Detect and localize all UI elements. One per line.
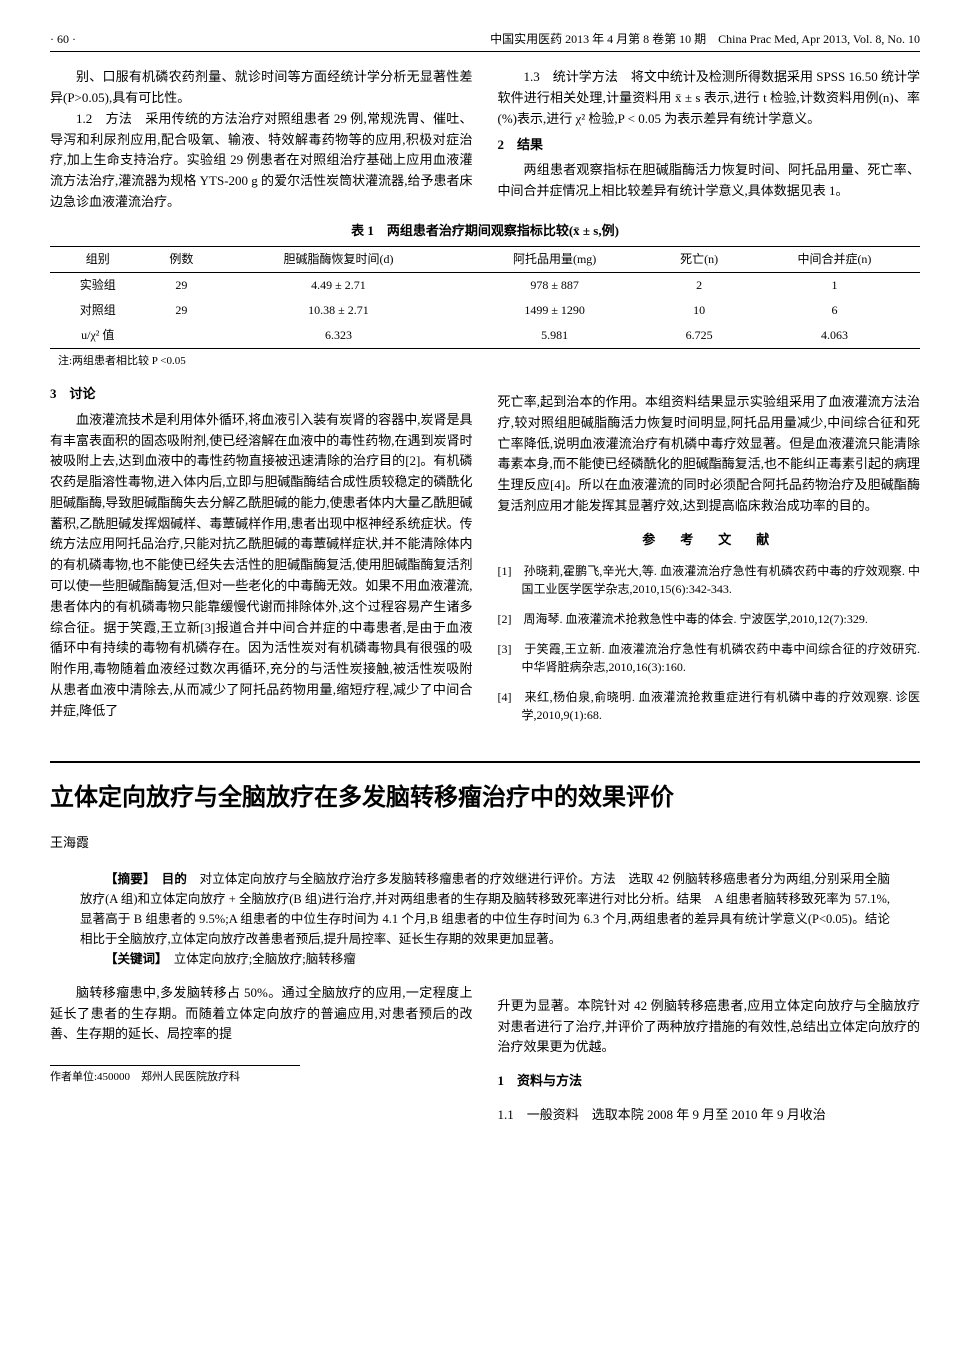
table-row: 实验组 29 4.49 ± 2.71 978 ± 887 2 1 bbox=[50, 272, 920, 298]
kw-text: 立体定向放疗;全脑放疗;脑转移瘤 bbox=[174, 952, 356, 966]
col-left: 3 讨论 血液灌流技术是利用体外循环,将血液引入装有炭肾的容器中,炭肾是具有丰富… bbox=[50, 379, 473, 737]
td: 4.49 ± 2.71 bbox=[217, 272, 460, 298]
refs-head: 参 考 文 献 bbox=[498, 530, 921, 551]
ref-item: [4] 来红,杨伯泉,俞晓明. 血液灌流抢救重症进行有机磷中毒的疗效观察. 诊医… bbox=[522, 688, 921, 724]
table1: 组别 例数 胆碱脂酶恢复时间(d) 阿托品用量(mg) 死亡(n) 中间合并症(… bbox=[50, 246, 920, 350]
a1-para: 别、口服有机磷农药剂量、就诊时间等方面经统计学分析无显著性差异(P>0.05),… bbox=[50, 67, 473, 109]
results-head: 2 结果 bbox=[498, 135, 921, 156]
article2-title: 立体定向放疗与全脑放疗在多发脑转移瘤治疗中的效果评价 bbox=[50, 781, 920, 815]
th: 组别 bbox=[50, 246, 146, 272]
a1-p13: 1.3 统计学方法 将文中统计及检测所得数据采用 SPSS 16.50 统计学软… bbox=[498, 67, 921, 129]
table-row: 对照组 29 10.38 ± 2.71 1499 ± 1290 10 6 bbox=[50, 298, 920, 323]
keywords-line: 【关键词】 立体定向放疗;全脑放疗;脑转移瘤 bbox=[80, 949, 890, 969]
discuss-head: 3 讨论 bbox=[50, 384, 473, 405]
col-right: 死亡率,起到治本的作用。本组资料结果显示实验组采用了血液灌流方法治疗,较对照组胆… bbox=[498, 379, 921, 737]
sec11: 1.1 一般资料 选取本院 2008 年 9 月至 2010 年 9 月收治 bbox=[498, 1105, 921, 1126]
col-left: 别、口服有机磷农药剂量、就诊时间等方面经统计学分析无显著性差异(P>0.05),… bbox=[50, 67, 473, 213]
abstract-text: 【摘要】 目的 对立体定向放疗与全脑放疗治疗多发脑转移瘤患者的疗效继进行评价。方… bbox=[80, 869, 890, 949]
ref-item: [3] 于笑霞,王立新. 血液灌流治疗急性有机磷农药中毒中间综合征的疗效研究. … bbox=[522, 640, 921, 676]
td: 29 bbox=[146, 272, 218, 298]
col-right: 升更为显著。本院针对 42 例脑转移癌患者,应用立体定向放疗与全脑放疗对患者进行… bbox=[498, 983, 921, 1139]
a2-body-right: 升更为显著。本院针对 42 例脑转移癌患者,应用立体定向放疗与全脑放疗对患者进行… bbox=[498, 996, 921, 1058]
td: 5.981 bbox=[460, 323, 650, 349]
td: 6.323 bbox=[217, 323, 460, 349]
article2-author: 王海霞 bbox=[50, 833, 920, 854]
ref-item: [2] 周海琴. 血液灌流术抢救急性中毒的体会. 宁波医学,2010,12(7)… bbox=[522, 610, 921, 628]
article1-upper-columns: 别、口服有机磷农药剂量、就诊时间等方面经统计学分析无显著性差异(P>0.05),… bbox=[50, 67, 920, 213]
td: 6 bbox=[749, 298, 920, 323]
kw-label: 【关键词】 bbox=[105, 952, 174, 966]
th: 阿托品用量(mg) bbox=[460, 246, 650, 272]
ref-item: [1] 孙晓莉,霍鹏飞,辛光大,等. 血液灌流治疗急性有机磷农药中毒的疗效观察.… bbox=[522, 562, 921, 598]
discuss-left: 血液灌流技术是利用体外循环,将血液引入装有炭肾的容器中,炭肾是具有丰富表面积的固… bbox=[50, 410, 473, 722]
article1-lower-columns: 3 讨论 血液灌流技术是利用体外循环,将血液引入装有炭肾的容器中,炭肾是具有丰富… bbox=[50, 379, 920, 737]
results-para: 两组患者观察指标在胆碱脂酶活力恢复时间、阿托品用量、死亡率、中间合并症情况上相比… bbox=[498, 160, 921, 202]
page-number: · 60 · bbox=[50, 30, 76, 49]
table1-note: 注:两组患者相比较 P <0.05 bbox=[58, 353, 920, 371]
td: u/χ² 值 bbox=[50, 323, 146, 349]
abstract-label: 【摘要】 目的 bbox=[105, 872, 187, 886]
col-right: 1.3 统计学方法 将文中统计及检测所得数据采用 SPSS 16.50 统计学软… bbox=[498, 67, 921, 213]
td: 10 bbox=[649, 298, 748, 323]
discuss-right: 死亡率,起到治本的作用。本组资料结果显示实验组采用了血液灌流方法治疗,较对照组胆… bbox=[498, 392, 921, 517]
table-row: u/χ² 值 6.323 5.981 6.725 4.063 bbox=[50, 323, 920, 349]
td: 1499 ± 1290 bbox=[460, 298, 650, 323]
col-left: 脑转移瘤患中,多发脑转移占 50%。通过全脑放疗的应用,一定程度上延长了患者的生… bbox=[50, 983, 473, 1139]
table1-caption: 表 1 两组患者治疗期间观察指标比较(x̄ ± s,例) bbox=[50, 221, 920, 242]
td: 实验组 bbox=[50, 272, 146, 298]
td: 对照组 bbox=[50, 298, 146, 323]
a2-body-left: 脑转移瘤患中,多发脑转移占 50%。通过全脑放疗的应用,一定程度上延长了患者的生… bbox=[50, 983, 473, 1045]
abstract-block: 【摘要】 目的 对立体定向放疗与全脑放疗治疗多发脑转移瘤患者的疗效继进行评价。方… bbox=[80, 869, 890, 969]
th: 中间合并症(n) bbox=[749, 246, 920, 272]
abstract-body: 对立体定向放疗与全脑放疗治疗多发脑转移瘤患者的疗效继进行评价。方法 选取 42 … bbox=[80, 872, 903, 946]
article2-body-columns: 脑转移瘤患中,多发脑转移占 50%。通过全脑放疗的应用,一定程度上延长了患者的生… bbox=[50, 983, 920, 1139]
article-divider bbox=[50, 761, 920, 763]
td: 10.38 ± 2.71 bbox=[217, 298, 460, 323]
author-affil: 作者单位:450000 郑州人民医院放疗科 bbox=[50, 1065, 300, 1087]
th: 胆碱脂酶恢复时间(d) bbox=[217, 246, 460, 272]
td: 6.725 bbox=[649, 323, 748, 349]
td: 2 bbox=[649, 272, 748, 298]
td: 1 bbox=[749, 272, 920, 298]
th: 死亡(n) bbox=[649, 246, 748, 272]
page-header: · 60 · 中国实用医药 2013 年 4 月第 8 卷第 10 期 Chin… bbox=[50, 30, 920, 52]
td: 978 ± 887 bbox=[460, 272, 650, 298]
sec1-head: 1 资料与方法 bbox=[498, 1071, 921, 1092]
a1-p12: 1.2 方法 采用传统的方法治疗对照组患者 29 例,常规洗胃、催吐、导泻和利尿… bbox=[50, 109, 473, 213]
journal-info: 中国实用医药 2013 年 4 月第 8 卷第 10 期 China Prac … bbox=[490, 30, 920, 49]
td bbox=[146, 323, 218, 349]
page: · 60 · 中国实用医药 2013 年 4 月第 8 卷第 10 期 Chin… bbox=[0, 0, 970, 1353]
td: 4.063 bbox=[749, 323, 920, 349]
th: 例数 bbox=[146, 246, 218, 272]
td: 29 bbox=[146, 298, 218, 323]
